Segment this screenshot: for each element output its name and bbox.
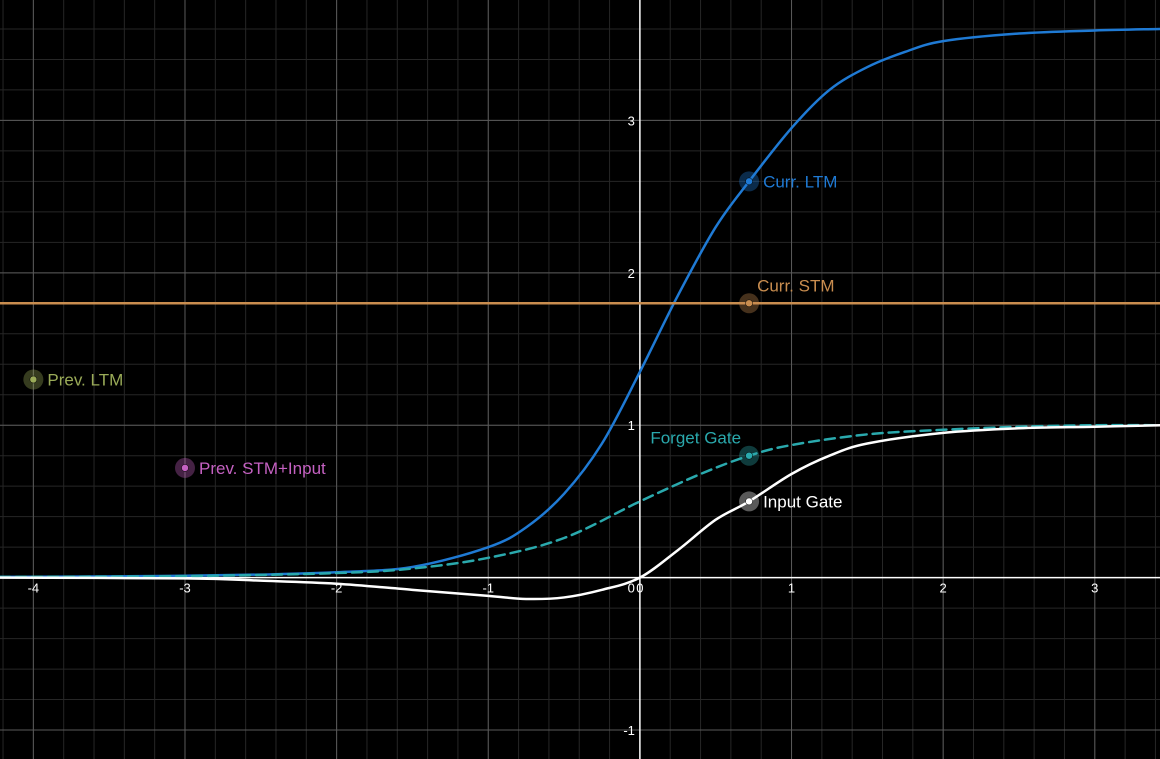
x-tick-label: -3 <box>179 581 191 596</box>
point-dot[interactable] <box>745 451 753 460</box>
point-dot[interactable] <box>29 375 38 384</box>
point-label-curr_stm: Curr. STM <box>757 276 834 295</box>
point-dot[interactable] <box>745 177 753 186</box>
point-forget_gate[interactable]: Forget Gate <box>650 429 760 466</box>
point-dot[interactable] <box>745 497 753 506</box>
point-label-prev_ltm: Prev. LTM <box>47 371 123 390</box>
x-tick-label: 2 <box>940 581 947 596</box>
point-dot[interactable] <box>181 464 189 472</box>
y-tick-label: 2 <box>628 266 635 281</box>
point-label-input_gate: Input Gate <box>763 492 842 511</box>
point-curr_stm[interactable]: Curr. STM <box>739 276 835 314</box>
point-curr_ltm[interactable]: Curr. LTM <box>739 171 837 192</box>
series-line-forget_gate <box>0 423 1160 579</box>
labeled-points[interactable]: Curr. LTM Curr. STM Prev. LTM Prev. STM+Inp… <box>23 171 842 512</box>
x-tick-label: -2 <box>331 581 343 596</box>
tick-labels: -4 -3 -2 -1 0 1 2 3 -1 1 2 3 0 <box>28 113 1099 738</box>
point-label-forget_gate: Forget Gate <box>650 429 741 448</box>
y-tick-label: 1 <box>628 418 635 433</box>
y-tick-label: -1 <box>623 723 635 738</box>
point-label-curr_ltm: Curr. LTM <box>763 172 837 191</box>
series-line-input_gate <box>0 423 1160 601</box>
point-prev_ltm[interactable]: Prev. LTM <box>23 369 123 390</box>
point-label-prev_stm_input: Prev. STM+Input <box>199 459 326 478</box>
series-curves <box>0 27 1160 601</box>
x-tick-label: -4 <box>28 581 40 596</box>
point-prev_stm_input[interactable]: Prev. STM+Input <box>174 457 326 478</box>
x-tick-label: -1 <box>482 581 494 596</box>
x-tick-label: 0 <box>636 581 643 596</box>
point-input_gate[interactable]: Input Gate <box>739 491 842 512</box>
y-tick-label: 3 <box>628 113 635 128</box>
point-dot[interactable] <box>745 299 753 308</box>
x-tick-label: 1 <box>788 581 795 596</box>
x-tick-label: 3 <box>1091 581 1098 596</box>
origin-label: 0 <box>628 581 635 596</box>
